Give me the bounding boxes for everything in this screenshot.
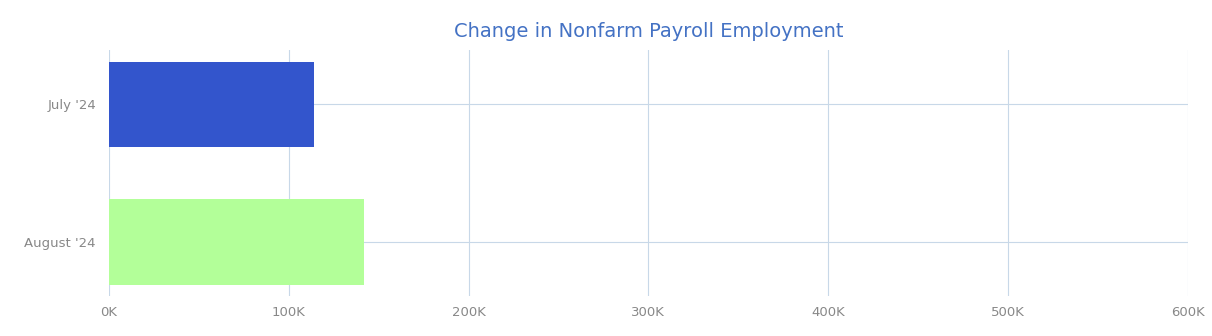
Bar (109, 61, 314, 147)
Bar (109, 199, 365, 285)
Title: Change in Nonfarm Payroll Employment: Change in Nonfarm Payroll Employment (453, 22, 844, 41)
